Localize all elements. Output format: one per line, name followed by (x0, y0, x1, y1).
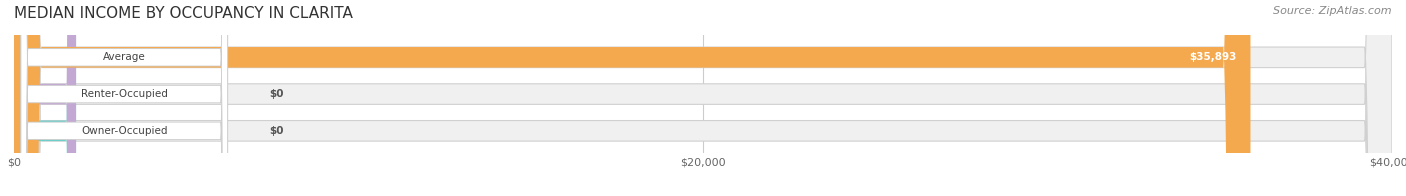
FancyBboxPatch shape (14, 0, 1392, 196)
FancyBboxPatch shape (14, 0, 1392, 196)
FancyBboxPatch shape (21, 0, 228, 196)
Text: Owner-Occupied: Owner-Occupied (82, 126, 167, 136)
Text: Average: Average (103, 52, 146, 62)
Text: Renter-Occupied: Renter-Occupied (82, 89, 167, 99)
Text: Source: ZipAtlas.com: Source: ZipAtlas.com (1274, 6, 1392, 16)
FancyBboxPatch shape (14, 0, 1250, 196)
FancyBboxPatch shape (21, 0, 228, 196)
Text: $0: $0 (269, 89, 284, 99)
Text: MEDIAN INCOME BY OCCUPANCY IN CLARITA: MEDIAN INCOME BY OCCUPANCY IN CLARITA (14, 6, 353, 21)
Text: $0: $0 (269, 126, 284, 136)
FancyBboxPatch shape (14, 0, 76, 196)
FancyBboxPatch shape (21, 0, 228, 196)
FancyBboxPatch shape (14, 0, 1392, 196)
Text: $35,893: $35,893 (1189, 52, 1237, 62)
FancyBboxPatch shape (14, 0, 76, 196)
